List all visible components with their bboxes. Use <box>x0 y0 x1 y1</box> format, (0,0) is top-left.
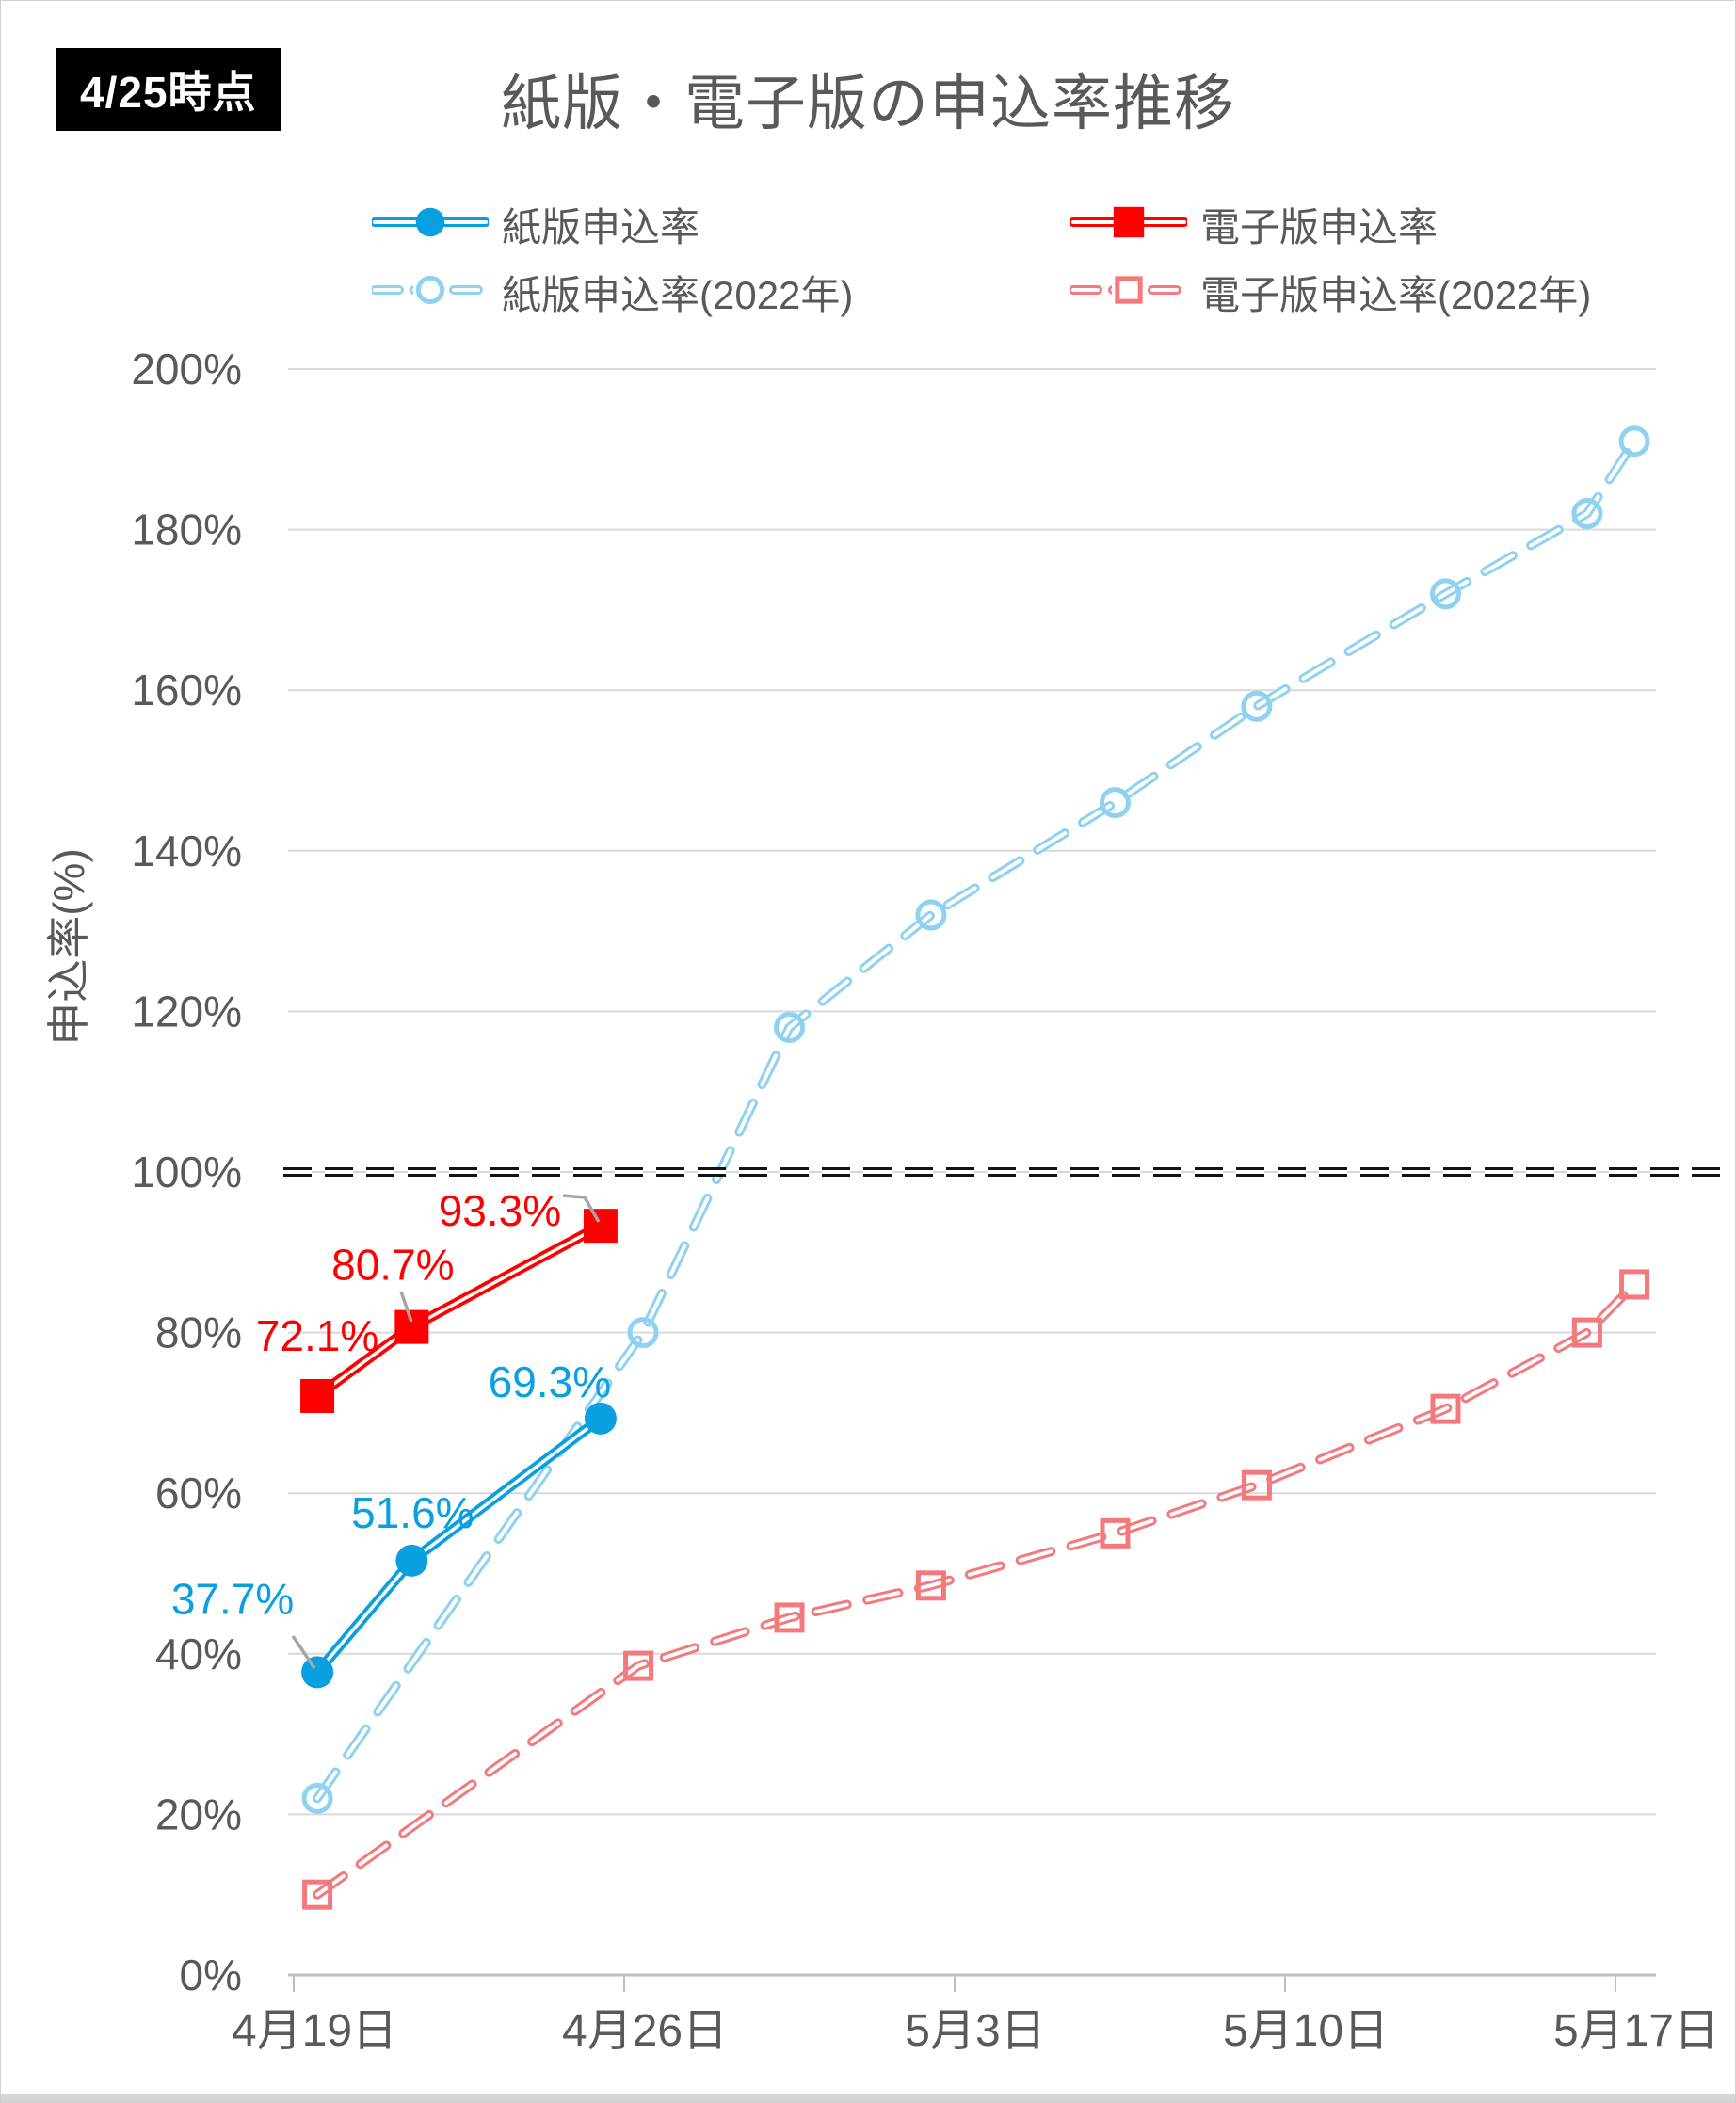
legend-marker <box>370 272 490 307</box>
data-point-marker <box>1241 690 1273 722</box>
data-point-marker <box>301 1782 333 1814</box>
y-tick-label: 120% <box>131 987 242 1035</box>
x-tick-label: 4月19日 <box>232 2006 397 2056</box>
data-point-marker <box>915 1570 946 1601</box>
data-label: 69.3% <box>489 1357 611 1406</box>
legend-label: 紙版申込率 <box>502 204 700 249</box>
data-point-marker <box>774 1602 805 1633</box>
y-tick-label: 100% <box>131 1148 242 1196</box>
legend-item-paper-2023: 紙版申込率 <box>370 201 699 249</box>
y-tick-label: 140% <box>131 827 242 875</box>
data-label: 51.6% <box>351 1488 474 1537</box>
data-label: 80.7% <box>331 1241 454 1290</box>
data-point-marker <box>415 207 445 236</box>
data-point-marker <box>394 1309 429 1344</box>
series-line <box>312 1413 606 1678</box>
series-line-core <box>315 1282 1637 1897</box>
series-line-core <box>315 439 1637 1801</box>
window-bottom-edge <box>1 2094 1735 2102</box>
series-ebook-2022 <box>302 1269 1650 1910</box>
data-point-marker <box>301 1656 334 1689</box>
legend-dashed-line-open-circle-icon <box>370 269 490 315</box>
y-tick-label: 60% <box>155 1469 242 1517</box>
data-point-marker <box>302 1879 333 1910</box>
label-leader-line <box>291 1635 316 1669</box>
data-point-marker <box>1430 1393 1461 1424</box>
label-leader-line <box>399 1291 413 1323</box>
data-point-marker <box>774 1011 806 1043</box>
legend-item-ebook-2023: 電子版申込率 <box>1069 201 1438 249</box>
data-point-marker <box>395 1544 428 1577</box>
legend-dashed-line-open-square-icon <box>1069 269 1189 315</box>
y-tick-label: 0% <box>180 1950 242 1999</box>
data-point-marker <box>415 275 445 304</box>
legend-item-ebook-2022: 電子版申込率(2022年) <box>1069 269 1591 317</box>
legend-item-paper-2022: 紙版申込率(2022年) <box>370 269 853 317</box>
data-point-marker <box>583 1209 618 1244</box>
x-tick-label: 4月26日 <box>562 2006 728 2056</box>
data-point-marker <box>1618 425 1650 458</box>
data-label: 72.1% <box>256 1311 378 1360</box>
legend-label: 紙版申込率(2022年) <box>502 272 854 317</box>
legend-label: 電子版申込率(2022年) <box>1200 272 1592 317</box>
data-point-marker <box>915 899 947 931</box>
x-tick-label: 5月17日 <box>1553 2006 1719 2056</box>
data-label: 37.7% <box>171 1574 294 1623</box>
data-point-marker <box>1429 578 1461 610</box>
series-paper-2023 <box>301 1402 617 1689</box>
y-tick-label: 40% <box>155 1629 242 1678</box>
data-point-marker <box>1571 1317 1602 1348</box>
x-tick-label: 5月3日 <box>905 2006 1045 2056</box>
data-point-marker <box>623 1650 654 1681</box>
data-point-marker <box>1115 275 1143 304</box>
data-point-marker <box>300 1378 335 1413</box>
legend-marker <box>1069 272 1189 307</box>
legend-line-circle-icon <box>370 201 490 248</box>
data-point-marker <box>1099 787 1131 819</box>
chart-title: 紙版・電子版の申込率推移 <box>501 70 1235 137</box>
data-point-marker <box>1619 1269 1650 1300</box>
data-point-marker <box>1100 1517 1131 1549</box>
label-leader-line <box>562 1194 601 1223</box>
legend-marker <box>370 207 490 236</box>
y-tick-label: 80% <box>155 1308 242 1357</box>
y-tick-label: 200% <box>131 345 242 393</box>
legend-marker <box>1069 206 1189 237</box>
data-point-marker <box>1571 498 1603 530</box>
status-badge: 4/25時点 <box>56 48 281 131</box>
series-ebook-2023 <box>300 1209 618 1413</box>
y-tick-label: 180% <box>131 506 242 554</box>
y-tick-label: 160% <box>131 666 242 714</box>
data-point-marker <box>627 1317 659 1349</box>
y-tick-label: 20% <box>155 1790 242 1838</box>
legend-label: 電子版申込率 <box>1200 204 1439 249</box>
data-label: 93.3% <box>439 1186 561 1235</box>
legend-line-square-icon <box>1069 201 1189 248</box>
series-line <box>313 436 1640 1804</box>
series-paper-2022 <box>301 425 1650 1814</box>
data-point-marker <box>584 1402 617 1435</box>
x-tick-label: 5月10日 <box>1223 2006 1389 2056</box>
data-point-marker <box>1113 206 1145 237</box>
data-point-marker <box>1241 1469 1272 1501</box>
